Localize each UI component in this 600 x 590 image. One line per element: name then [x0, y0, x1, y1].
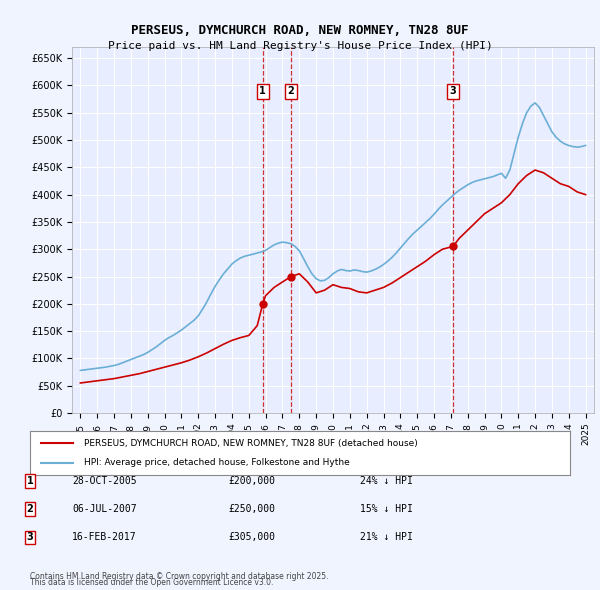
Text: 21% ↓ HPI: 21% ↓ HPI: [360, 533, 413, 542]
Text: 15% ↓ HPI: 15% ↓ HPI: [360, 504, 413, 514]
Text: 24% ↓ HPI: 24% ↓ HPI: [360, 476, 413, 486]
Text: 1: 1: [26, 476, 34, 486]
Text: £305,000: £305,000: [228, 533, 275, 542]
Text: PERSEUS, DYMCHURCH ROAD, NEW ROMNEY, TN28 8UF: PERSEUS, DYMCHURCH ROAD, NEW ROMNEY, TN2…: [131, 24, 469, 37]
Text: £250,000: £250,000: [228, 504, 275, 514]
Text: PERSEUS, DYMCHURCH ROAD, NEW ROMNEY, TN28 8UF (detached house): PERSEUS, DYMCHURCH ROAD, NEW ROMNEY, TN2…: [84, 438, 418, 448]
Text: HPI: Average price, detached house, Folkestone and Hythe: HPI: Average price, detached house, Folk…: [84, 458, 350, 467]
Text: 28-OCT-2005: 28-OCT-2005: [72, 476, 137, 486]
Text: This data is licensed under the Open Government Licence v3.0.: This data is licensed under the Open Gov…: [30, 578, 274, 587]
Text: £200,000: £200,000: [228, 476, 275, 486]
Text: 2: 2: [287, 86, 295, 96]
Text: 06-JUL-2007: 06-JUL-2007: [72, 504, 137, 514]
Text: 3: 3: [26, 533, 34, 542]
Text: 1: 1: [259, 86, 266, 96]
Text: Price paid vs. HM Land Registry's House Price Index (HPI): Price paid vs. HM Land Registry's House …: [107, 41, 493, 51]
Text: 3: 3: [449, 86, 456, 96]
Text: 2: 2: [26, 504, 34, 514]
Text: Contains HM Land Registry data © Crown copyright and database right 2025.: Contains HM Land Registry data © Crown c…: [30, 572, 329, 581]
Text: 16-FEB-2017: 16-FEB-2017: [72, 533, 137, 542]
